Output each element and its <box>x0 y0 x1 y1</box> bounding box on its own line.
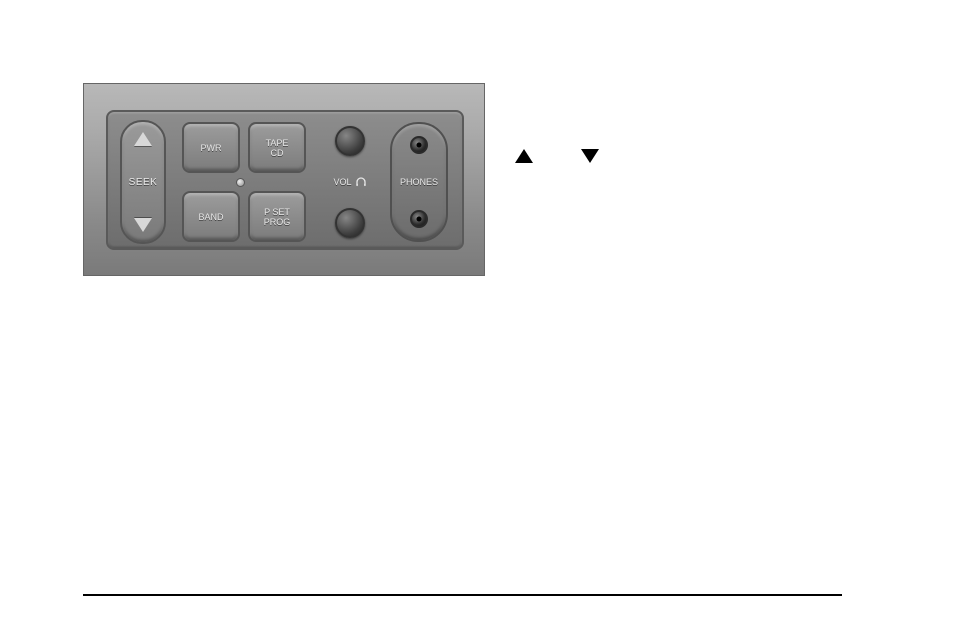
seek-rocker[interactable]: SEEK <box>120 120 166 244</box>
headphone-jack-bottom[interactable] <box>410 210 428 228</box>
seek-label: SEEK <box>129 177 158 188</box>
vol-label: VOL <box>333 177 351 187</box>
triangle-down-icon <box>581 149 599 163</box>
seek-up-icon <box>134 132 152 146</box>
band-label: BAND <box>198 212 223 222</box>
indicator-led-icon <box>236 178 245 187</box>
pwr-button[interactable]: PWR <box>182 122 240 173</box>
vol-label-row: VOL <box>333 176 366 188</box>
volume-area: VOL <box>322 126 378 238</box>
tape-cd-label: TAPE CD <box>266 138 289 158</box>
horizontal-rule <box>83 594 842 596</box>
phones-label: PHONES <box>400 177 438 187</box>
headphones-icon <box>355 176 367 188</box>
volume-down-knob[interactable] <box>335 208 365 238</box>
tape-cd-button[interactable]: TAPE CD <box>248 122 306 173</box>
page: SEEK PWR TAPE CD BAND P SET PROG <box>0 0 954 636</box>
pset-prog-button[interactable]: P SET PROG <box>248 191 306 242</box>
triangle-pair <box>515 149 599 163</box>
pset-prog-label: P SET PROG <box>264 207 291 227</box>
band-button[interactable]: BAND <box>182 191 240 242</box>
triangle-up-icon <box>515 149 533 163</box>
radio-bezel: SEEK PWR TAPE CD BAND P SET PROG <box>106 110 464 250</box>
headphone-jack-top[interactable] <box>410 136 428 154</box>
phones-pod: PHONES <box>390 122 448 242</box>
seek-down-icon <box>134 218 152 232</box>
volume-up-knob[interactable] <box>335 126 365 156</box>
radio-panel-photo: SEEK PWR TAPE CD BAND P SET PROG <box>83 83 485 276</box>
pwr-label: PWR <box>201 143 222 153</box>
